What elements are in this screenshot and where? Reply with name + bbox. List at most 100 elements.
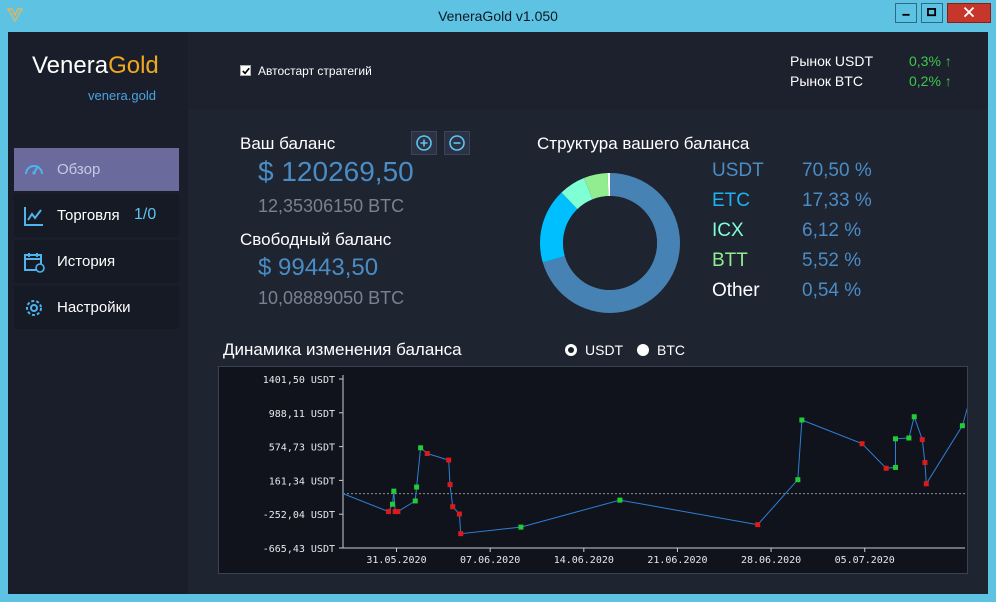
zoom-in-icon	[416, 135, 432, 151]
radio-btc[interactable]	[637, 344, 649, 356]
market-btc-label: Рынок BTC	[790, 73, 863, 89]
chart-marker-up	[391, 488, 397, 494]
radio-usdt[interactable]	[565, 344, 577, 356]
sidebar-item-trading[interactable]: Торговля 1/0	[14, 194, 179, 237]
legend-value-usdt: 70,50 %	[802, 160, 872, 181]
sidebar-item-history[interactable]: История	[14, 240, 179, 283]
y-tick-label: -665,43 USDT	[263, 544, 335, 555]
sidebar-item-settings[interactable]: Настройки	[14, 286, 179, 329]
chart-marker-up	[906, 435, 912, 441]
radio-selected-dot	[568, 347, 574, 353]
y-tick-label: 1401,50 USDT	[263, 375, 335, 386]
balance-title: Ваш баланс	[240, 134, 336, 153]
sidebar-item-label: Торговля	[57, 207, 120, 224]
chart-marker-up	[893, 436, 899, 442]
chart-marker-up	[518, 524, 524, 530]
brand-url: venera.gold	[88, 88, 156, 103]
main-panel: Автостарт стратегий Рынок USDT 0,3% ↑ Ры…	[188, 32, 988, 594]
gauge-icon	[25, 165, 43, 175]
free-balance-btc: 10,08889050 BTC	[258, 288, 405, 308]
autostart-checkbox[interactable]	[240, 65, 251, 76]
chart-marker-down	[392, 509, 398, 515]
y-tick-label: 161,34 USDT	[269, 476, 335, 487]
chart-marker-down	[883, 465, 889, 471]
top-bar: Автостарт стратегий Рынок USDT 0,3% ↑ Ры…	[188, 32, 988, 110]
minimize-button[interactable]	[895, 3, 917, 23]
legend-value-btt: 5,52 %	[802, 250, 862, 271]
balance-line	[342, 407, 967, 535]
donut-slice-other	[607, 173, 610, 197]
checkmark-icon	[242, 67, 250, 75]
brand-logo: VeneraGold	[32, 52, 159, 80]
free-balance-usd: $ 99443,50	[258, 254, 379, 281]
y-tick-label: -252,04 USDT	[263, 510, 335, 521]
legend-name-usdt: USDT	[712, 160, 764, 181]
donut-slice-usdt	[542, 173, 680, 313]
market-usdt-label: Рынок USDT	[790, 53, 874, 69]
chart-marker-down	[919, 437, 925, 443]
x-tick-label: 14.06.2020	[554, 555, 614, 566]
legend-value-etc: 17,33 %	[802, 190, 872, 211]
zoom-out-button[interactable]	[444, 131, 470, 155]
y-tick-label: 574,73 USDT	[269, 443, 335, 454]
app-client-area: VeneraGold venera.gold Обзор Торговля 1/…	[8, 32, 988, 594]
balance-structure-donut	[540, 173, 680, 313]
zoom-in-button[interactable]	[411, 131, 437, 155]
legend-name-icx: ICX	[712, 220, 744, 241]
chart-marker-down	[446, 457, 452, 463]
chart-svg: 1401,50 USDT 988,11 USDT 574,73 USDT 161,34…	[263, 375, 967, 566]
sidebar-item-overview[interactable]: Обзор	[14, 148, 179, 191]
minimize-icon	[902, 13, 910, 16]
chart-marker-up	[418, 445, 424, 451]
legend-name-other: Other	[712, 280, 760, 301]
chart-marker-down	[450, 504, 456, 510]
x-tick-label: 05.07.2020	[835, 555, 895, 566]
chart-marker-down	[424, 451, 430, 457]
chart-marker-down	[922, 460, 928, 466]
structure-title: Структура вашего баланса	[537, 134, 750, 153]
chart-marker-up	[414, 484, 420, 490]
donut-slice-btt	[583, 173, 609, 200]
maximize-button[interactable]	[921, 3, 943, 23]
chart-marker-up	[795, 477, 801, 483]
chart-marker-down	[755, 522, 761, 528]
calendar-icon	[24, 253, 45, 273]
trading-count-badge: 1/0	[134, 206, 157, 223]
chart-marker-down	[447, 482, 453, 488]
sidebar-item-label: Обзор	[57, 161, 101, 178]
balance-dynamics-chart[interactable]: 1401,50 USDT 988,11 USDT 574,73 USDT 161,34…	[218, 366, 968, 574]
window-title: VeneraGold v1.050	[438, 8, 558, 24]
balance-btc: 12,35306150 BTC	[258, 196, 405, 216]
zoom-out-icon	[449, 135, 465, 151]
app-logo-icon	[6, 8, 24, 23]
donut-hole	[563, 196, 657, 290]
title-bar[interactable]: VeneraGold v1.050	[0, 0, 996, 32]
chart-marker-down	[456, 511, 462, 517]
legend-value-other: 0,54 %	[802, 280, 862, 301]
chart-marker-down	[859, 441, 865, 447]
close-icon	[963, 6, 975, 18]
market-usdt-value: 0,3% ↑	[909, 53, 952, 69]
chart-marker-up	[389, 501, 395, 507]
x-tick-label: 31.05.2020	[366, 555, 426, 566]
market-btc-value: 0,2% ↑	[909, 73, 952, 89]
balance-usd: $ 120269,50	[258, 156, 414, 187]
legend-name-btt: BTT	[712, 250, 748, 271]
chart-line-icon	[24, 207, 43, 226]
radio-btc-label[interactable]: BTC	[657, 342, 685, 358]
brand-name-part1: Venera	[32, 52, 109, 79]
y-tick-label: 988,11 USDT	[269, 409, 335, 420]
chart-marker-up	[911, 414, 917, 420]
chart-marker-down	[458, 531, 464, 537]
x-tick-label: 07.06.2020	[460, 555, 520, 566]
free-balance-title: Свободный баланс	[240, 230, 392, 249]
chart-marker-up	[799, 417, 805, 423]
chart-marker-up	[893, 464, 899, 470]
x-tick-label: 21.06.2020	[647, 555, 707, 566]
close-button[interactable]	[947, 3, 991, 23]
sidebar-item-label: История	[57, 253, 116, 270]
autostart-label[interactable]: Автостарт стратегий	[258, 64, 372, 78]
legend-value-icx: 6,12 %	[802, 220, 862, 241]
donut-slice-icx	[561, 178, 593, 210]
radio-usdt-label[interactable]: USDT	[585, 342, 624, 358]
